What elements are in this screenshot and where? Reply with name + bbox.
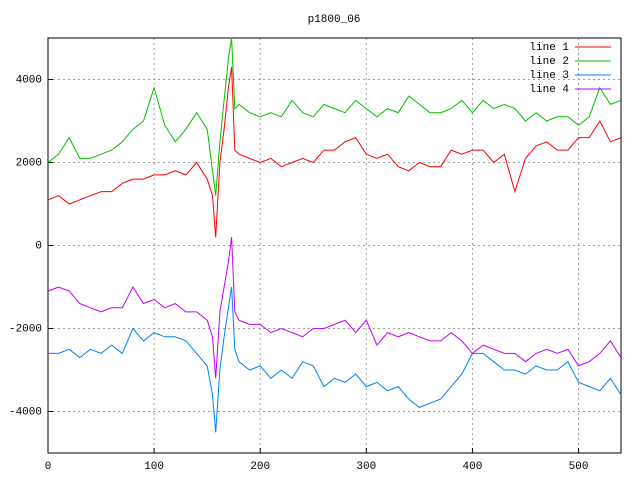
x-tick-label: 0 [45,461,52,473]
data-line [47,237,622,379]
y-tick-label: 2000 [16,157,42,169]
data-line [48,286,622,433]
legend-label: line 3 [529,70,569,82]
y-tick-label: 4000 [16,74,42,86]
x-tick-label: 200 [250,461,270,473]
plot-border [47,37,622,454]
y-tick-label: -2000 [9,323,42,335]
chart-title: p1800_06 [308,14,361,26]
x-tick-label: 100 [144,461,164,473]
y-tick-label: 0 [35,240,42,252]
legend-label: line 4 [529,84,569,96]
x-tick-label: 400 [463,461,483,473]
x-tick-label: 500 [569,461,589,473]
y-tick-label: -4000 [9,406,42,418]
legend-label: line 1 [529,42,569,54]
x-tick-label: 300 [356,461,376,473]
data-line [47,66,622,238]
data-line [47,37,622,196]
legend-label: line 2 [529,56,569,68]
